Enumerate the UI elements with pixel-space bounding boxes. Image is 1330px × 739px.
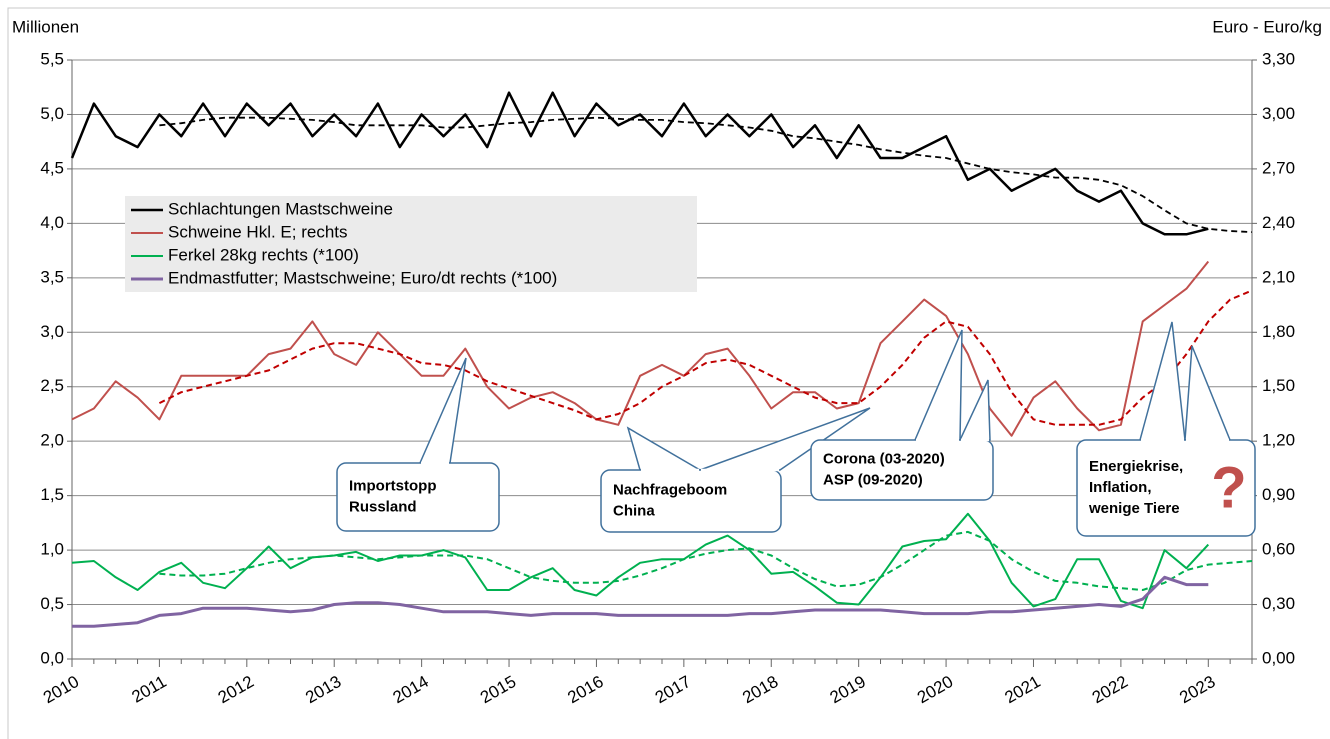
callout-box (810, 439, 994, 501)
x-tick-label: 2013 (302, 672, 344, 707)
callout: Corona (03-2020) ASP (09-2020) (810, 329, 994, 501)
y-tick-label: 1,5 (40, 485, 64, 504)
y2-tick-label: 0,00 (1262, 648, 1295, 667)
callout-text: China (613, 502, 655, 519)
frame (7, 7, 1330, 739)
y-tick-label: 1,0 (40, 540, 64, 559)
y-tick-label: 0,5 (40, 594, 64, 613)
legend-label: Schlachtungen Mastschweine (168, 199, 393, 218)
callout-text: wenige Tiere (1088, 500, 1180, 517)
x-tick-label: 2017 (652, 672, 694, 707)
callout-text: Nachfrageboom (613, 481, 727, 498)
callout-text: Importstopp (349, 477, 437, 494)
legend-label: Ferkel 28kg rechts (*100) (168, 245, 359, 264)
callout: Nachfrageboom China (600, 407, 871, 533)
callout-pointer (913, 329, 963, 441)
y-tick-label: 3,5 (40, 267, 64, 286)
y-tick-label: 5,0 (40, 104, 64, 123)
y2-tick-label: 2,10 (1262, 267, 1295, 286)
y-tick-label: 3,0 (40, 322, 64, 341)
trend-line (158, 289, 1253, 426)
y2-tick-label: 0,90 (1262, 485, 1295, 504)
y-tick-label: 5,5 (40, 49, 64, 68)
y2-tick-label: 2,40 (1262, 213, 1295, 232)
legend-label: Endmastfutter; Mastschweine; Euro/dt rec… (168, 268, 557, 287)
y2-tick-label: 3,00 (1262, 104, 1295, 123)
x-tick-label: 2011 (128, 672, 169, 707)
callout-text: Corona (03-2020) (823, 450, 945, 467)
trend-line (159, 530, 1253, 591)
trend-line (159, 116, 1253, 233)
callout-box (600, 469, 782, 533)
x-tick-label: 2012 (215, 672, 257, 707)
x-tick-label: 2023 (1176, 672, 1218, 707)
y-tick-label: 2,5 (40, 376, 64, 395)
callout: Importstopp Russland (336, 357, 500, 532)
x-tick-label: 2021 (1001, 672, 1043, 707)
y-tick-label: 4,5 (40, 158, 64, 177)
series-line (71, 260, 1210, 437)
y2-tick-label: 3,30 (1262, 49, 1295, 68)
legend: Schlachtungen Mastschweine Schweine Hkl. … (125, 196, 697, 292)
callout-pointer (958, 379, 991, 441)
callout-text: ASP (09-2020) (823, 471, 923, 488)
callout-text: Energiekrise, (1089, 458, 1183, 475)
x-tick-label: 2020 (914, 672, 956, 707)
x-tick-label: 2015 (477, 672, 519, 707)
y2-axis-label: Euro - Euro/kg (1212, 17, 1322, 36)
callout-pointer (418, 357, 467, 464)
y-tick-label: 0,0 (40, 648, 64, 667)
callout-pointer (626, 426, 703, 471)
y2-tick-label: 0,30 (1262, 594, 1295, 613)
x-tick-label: 2010 (40, 672, 82, 707)
y2-tick-label: 1,80 (1262, 322, 1295, 341)
y2-tick-label: 1,50 (1262, 376, 1295, 395)
series-line (72, 575, 1209, 628)
x-tick-label: 2019 (827, 672, 869, 707)
callout-box (336, 462, 500, 532)
callout-text: Russland (349, 498, 417, 515)
y-axis-label: Millionen (12, 17, 79, 36)
x-tick-label: 2014 (390, 672, 432, 707)
series-line (71, 512, 1210, 610)
y2-tick-label: 1,20 (1262, 431, 1295, 450)
x-tick-label: 2018 (739, 672, 781, 707)
x-tick-label: 2022 (1089, 672, 1131, 707)
y2-tick-label: 2,70 (1262, 158, 1295, 177)
x-tick-label: 2016 (564, 672, 606, 707)
callout-text: Inflation, (1089, 479, 1152, 496)
callout-symbol: ? (1211, 455, 1246, 520)
y-tick-label: 2,0 (40, 431, 64, 450)
callout-pointer (1139, 321, 1186, 441)
legend-label: Schweine Hkl. E; rechts (168, 222, 348, 241)
y-tick-label: 4,0 (40, 213, 64, 232)
legend-box (125, 196, 697, 292)
y2-tick-label: 0,60 (1262, 540, 1295, 559)
callout-pointer (1184, 345, 1232, 441)
callout: Energiekrise, Inflation, wenige Tiere? (1076, 321, 1256, 537)
